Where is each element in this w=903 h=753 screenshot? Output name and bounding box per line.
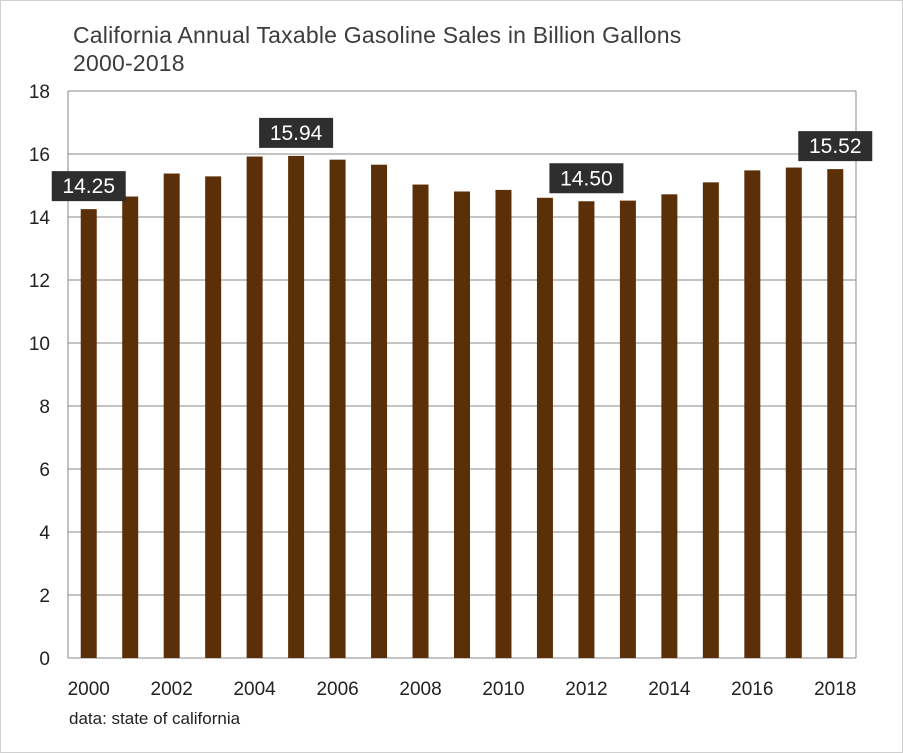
callout-2012: 14.50 (549, 163, 624, 194)
callout-2005: 15.94 (259, 117, 334, 148)
bar-2018 (827, 169, 844, 658)
callout-label: 14.25 (62, 175, 115, 198)
y-tick-label: 6 (39, 460, 50, 481)
y-tick-label: 12 (29, 271, 50, 292)
x-tick-label: 2018 (814, 679, 856, 700)
y-tick-label: 4 (39, 523, 50, 544)
callout-box (259, 117, 334, 148)
x-axis-labels: 2000 2002 2004 2006 2008 2010 2012 2014 2016 2018 (68, 679, 857, 700)
bar-2002 (163, 173, 180, 658)
x-tick-label: 2010 (482, 679, 524, 700)
chart-title-line: California Annual Taxable Gasoline Sales… (73, 22, 682, 48)
callout-box (51, 171, 126, 202)
y-tick-label: 8 (39, 397, 50, 418)
x-tick-label: 2004 (233, 679, 276, 700)
x-tick-label: 2014 (648, 679, 691, 700)
chart-title: California Annual Taxable Gasoline Sales… (73, 21, 681, 77)
data-source-note: data: state of california (69, 709, 241, 728)
bar-2007 (371, 164, 388, 658)
x-tick-label: 2006 (316, 679, 358, 700)
x-tick-label: 2016 (731, 679, 773, 700)
bar-2012 (578, 201, 595, 658)
y-tick-label: 14 (29, 208, 51, 229)
callout-box (549, 163, 624, 194)
callout-label: 15.94 (270, 122, 323, 145)
y-tick-label: 2 (39, 586, 50, 607)
bar-2004 (246, 156, 263, 658)
bars (80, 155, 844, 659)
callout-box (798, 131, 873, 162)
callout-2000: 14.25 (51, 171, 126, 202)
bar-2000 (80, 209, 97, 658)
bar-2005 (288, 155, 305, 658)
bar-2003 (205, 176, 222, 659)
x-tick-label: 2000 (68, 679, 110, 700)
y-tick-label: 16 (29, 145, 50, 166)
x-tick-label: 2008 (399, 679, 441, 700)
bar-2008 (412, 184, 429, 658)
bar-2013 (619, 200, 636, 658)
chart-subtitle: 2000-2018 (73, 50, 185, 76)
y-tick-label: 10 (29, 334, 50, 355)
x-tick-label: 2012 (565, 679, 607, 700)
x-tick-label: 2002 (151, 679, 193, 700)
callout-label: 15.52 (809, 135, 862, 158)
bar-2001 (122, 196, 139, 658)
bar-2016 (744, 170, 761, 658)
y-tick-label: 0 (39, 649, 50, 670)
bar-2011 (536, 197, 553, 658)
bar-2010 (495, 189, 512, 658)
bar-2014 (661, 194, 678, 658)
y-axis-labels: 0 2 4 6 8 10 12 14 16 18 (29, 82, 51, 670)
callout-2018: 15.52 (798, 131, 873, 162)
bar-2009 (454, 191, 470, 659)
bar-2006 (329, 159, 346, 659)
bar-2017 (785, 167, 802, 659)
bar-2015 (702, 182, 719, 658)
y-tick-label: 18 (29, 82, 50, 103)
value-callouts: 14.25 15.94 14.50 15.52 (51, 117, 873, 202)
callout-label: 14.50 (560, 167, 613, 190)
